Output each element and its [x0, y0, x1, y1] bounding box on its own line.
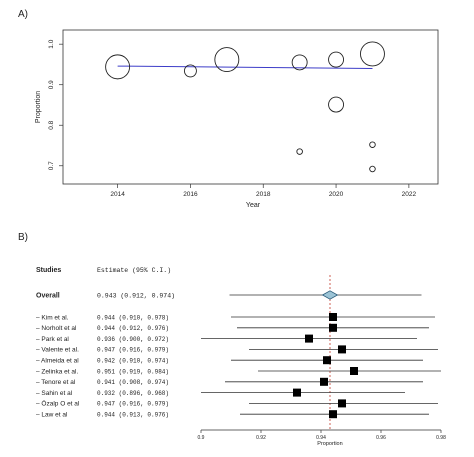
panel-a-bubble: [183, 64, 197, 78]
panel-b-study-estimate: 0.947 (0.916, 0.979): [97, 347, 169, 354]
panel-b-study-estimate: 0.951 (0.919, 0.984): [97, 368, 169, 375]
panel-a-y-tick-label: 0.9: [48, 80, 55, 89]
panel-a-bubble: [369, 165, 376, 173]
panel-b-study-label: – Park et al: [36, 336, 69, 343]
panel-a-bubble: [328, 96, 345, 113]
panel-a-bubble: [291, 54, 308, 71]
panel-a-y-tick-label: 1.0: [48, 39, 55, 48]
panel-b-study-estimate: 0.944 (0.913, 0.976): [97, 412, 169, 419]
panel-b-header-studies: Studies: [36, 267, 61, 274]
panel-b-x-tick-label: 0.9: [198, 435, 205, 441]
panel-b-overall-estimate: 0.943 (0.912, 0.974): [97, 293, 175, 300]
panel-b-label: B): [18, 232, 28, 243]
panel-b-study-box: [323, 356, 331, 365]
panel-a-scatter: Proportion Year 0.7 0.8 0.9 1.0 2014 2016 2018…: [35, 29, 439, 209]
panel-b-study-estimate: 0.932 (0.896, 0.968): [97, 390, 169, 397]
panel-a-x-tick-label: 2022: [402, 191, 417, 198]
panel-b-study-box: [338, 399, 346, 408]
panel-b-overall-diamond: [321, 290, 339, 300]
panel-a-trend-line: [117, 65, 373, 69]
panel-b-study-box: [329, 410, 337, 419]
panel-b-study-box: [305, 334, 313, 343]
panel-a-bubble: [360, 41, 385, 67]
panel-b-x-tick-label: 0.98: [436, 435, 446, 441]
panel-b-study-label: – Özalp O et al: [36, 400, 80, 408]
panel-b-study-box: [329, 323, 337, 332]
panel-b-study-label: – Norholt et al: [36, 325, 77, 332]
panel-a-x-tick-label: 2016: [183, 191, 198, 198]
panel-a-label: A): [18, 9, 28, 20]
panel-b-study-label: – Kim et al.: [36, 314, 69, 321]
panel-a-bubble: [105, 54, 131, 80]
panel-a-bubble: [328, 51, 345, 68]
panel-a-y-tick-label: 0.8: [48, 120, 55, 129]
panel-b-study-box: [350, 367, 358, 375]
panel-b-study-label: – Zelinka et al.: [36, 368, 78, 375]
panel-a-y-axis-label: Proportion: [35, 91, 42, 123]
panel-a-bubble: [214, 47, 240, 73]
panel-b-x-axis-label: Proportion: [317, 441, 342, 447]
panel-b-study-box: [320, 377, 328, 386]
panel-b-study-estimate: 0.936 (0.900, 0.972): [97, 336, 169, 343]
panel-a-x-tick-label: 2020: [329, 191, 344, 198]
panel-b-study-estimate: 0.944 (0.912, 0.976): [97, 325, 169, 332]
panel-b-x-tick-label: 0.92: [256, 435, 266, 441]
panel-b-study-label: – Sahin et al: [36, 390, 73, 397]
panel-b-header-estimate: Estimate (95% C.I.): [97, 267, 171, 274]
panel-b-study-box: [293, 388, 301, 397]
panel-b-x-tick-label: 0.96: [376, 435, 386, 441]
panel-b-study-estimate: 0.942 (0.910, 0.974): [97, 358, 169, 365]
panel-a-x-tick-label: 2014: [110, 191, 125, 198]
panel-b-study-estimate: 0.944 (0.910, 0.978): [97, 314, 169, 321]
panel-b-overall-label: Overall: [36, 293, 60, 300]
panel-a-x-tick-label: 2018: [256, 191, 271, 198]
panel-b-study-estimate: 0.947 (0.916, 0.979): [97, 401, 169, 408]
panel-a-y-tick-label: 0.7: [48, 161, 55, 170]
panel-b-forest: Studies Estimate (95% C.I.) 0.9 0.92 0.94 0…: [36, 267, 446, 447]
panel-b-study-estimate: 0.941 (0.908, 0.974): [97, 379, 169, 386]
panel-b-study-label: – Tenore et al: [36, 379, 76, 386]
panel-b-study-label: – Almeida et al: [36, 358, 79, 365]
panel-b-study-label: – Law et al: [36, 412, 68, 419]
panel-a-bubble: [369, 141, 376, 148]
panel-b-study-label: – Valente et al.: [36, 347, 79, 354]
panel-a-bubble: [296, 148, 303, 155]
panel-b-study-box: [329, 313, 337, 321]
panel-b-x-tick-label: 0.94: [316, 435, 326, 441]
panel-a-plot-frame: [62, 29, 439, 185]
panel-b-study-box: [338, 345, 346, 354]
panel-a-x-axis-label: Year: [246, 202, 261, 209]
